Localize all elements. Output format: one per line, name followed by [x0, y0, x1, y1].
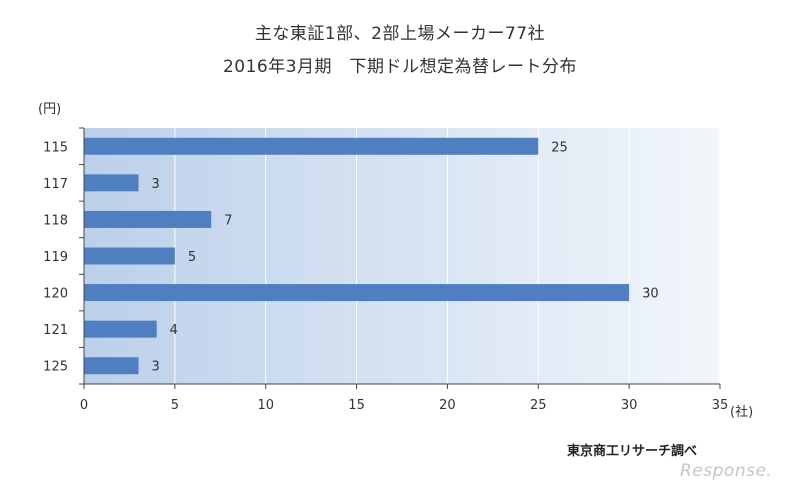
bar-value-label: 5	[188, 250, 196, 265]
x-tick-label: 0	[80, 398, 88, 413]
bar	[84, 320, 157, 338]
watermark-logo: Response.	[680, 461, 773, 481]
bar	[84, 284, 630, 302]
chart-subtitle: 2016年3月期 下期ドル想定為替レート分布	[222, 57, 578, 77]
bars: 25 3 7 5 30 4 3	[84, 137, 659, 375]
bar-value-label: 3	[152, 177, 160, 192]
x-axis-unit: (社)	[730, 404, 753, 420]
bar	[84, 247, 175, 265]
bar-value-label: 7	[224, 213, 232, 228]
bar-value-label: 3	[152, 360, 160, 375]
x-tick-label: 20	[439, 398, 456, 413]
chart-title: 主な東証1部、2部上場メーカー77社	[254, 24, 546, 44]
x-tick-label: 35	[712, 398, 729, 413]
bar	[84, 357, 139, 375]
x-tick-label: 10	[257, 398, 274, 413]
y-category-label: 120	[43, 287, 68, 302]
x-tick-label: 25	[530, 398, 547, 413]
bar	[84, 137, 539, 155]
bar	[84, 174, 139, 192]
y-category-label: 121	[43, 323, 68, 338]
bar-value-label: 25	[551, 140, 568, 155]
grid-lines	[174, 128, 721, 384]
x-tick-label: 30	[621, 398, 638, 413]
bar	[84, 210, 212, 228]
plot-area	[84, 128, 720, 384]
y-category-label: 119	[43, 250, 68, 265]
y-category-label: 117	[43, 177, 68, 192]
y-axis-unit: (円)	[38, 102, 61, 117]
x-tick-label: 15	[348, 398, 365, 413]
x-tick-label: 5	[171, 398, 179, 413]
bar-value-label: 4	[170, 323, 178, 338]
source-note: 東京商工リサーチ調べ	[567, 444, 698, 459]
bar-value-label: 30	[642, 287, 659, 302]
y-category-label: 118	[43, 213, 68, 228]
y-category-label: 125	[43, 360, 68, 375]
y-category-label: 115	[43, 140, 68, 155]
